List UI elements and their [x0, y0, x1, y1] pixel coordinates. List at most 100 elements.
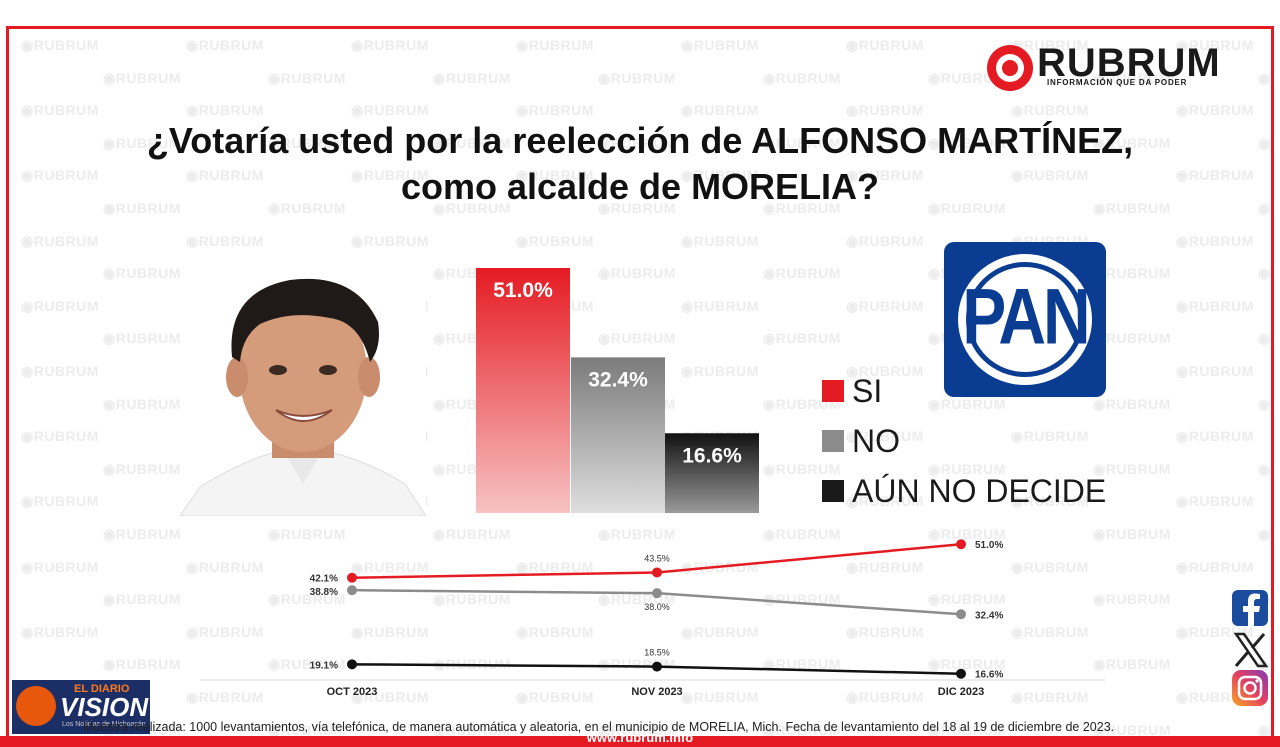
facebook-icon[interactable] [1230, 590, 1270, 631]
watermark-text: ◉RUBRUM [1176, 558, 1254, 575]
watermark-text: ◉RUBRUM [598, 656, 676, 673]
watermark-text: ◉RUBRUM [21, 363, 99, 379]
watermark-text: ◉RUBRUM [351, 37, 429, 53]
watermark-text: ◉RUBRUM [516, 363, 594, 379]
watermark-text: ◉RUBRUM [763, 526, 841, 542]
watermark-text: ◉RUBRUM [1093, 526, 1171, 542]
watermark-text: ◉RUBRUM [598, 69, 676, 86]
watermark-text: ◉RUBRUM [1258, 200, 1271, 216]
watermark-text: ◉RUBRUM [21, 623, 99, 640]
watermark-text: ◉RUBRUM [1176, 363, 1254, 379]
watermark-text: ◉RUBRUM [1176, 493, 1254, 510]
watermark-text: ◉RUBRUM [516, 623, 594, 640]
watermark-text: ◉RUBRUM [433, 265, 511, 282]
watermark-text: ◉RUBRUM [1011, 102, 1089, 119]
watermark-text: ◉RUBRUM [433, 591, 511, 608]
watermark-text: ◉RUBRUM [516, 297, 594, 314]
legend-item-si: SI [822, 366, 1106, 416]
legend-label-no: NO [852, 422, 900, 459]
watermark-text: ◉RUBRUM [598, 330, 676, 347]
pan-logo-text: PAN [962, 271, 1090, 361]
watermark-text: ◉RUBRUM [186, 37, 264, 53]
poll-question-line2: como alcalde de MORELIA? [400, 166, 880, 207]
watermark-text: ◉RUBRUM [598, 395, 676, 412]
watermark-text: ◉RUBRUM [103, 526, 181, 542]
watermark-text: ◉RUBRUM [681, 689, 759, 705]
watermark-text: ◉RUBRUM [21, 37, 99, 53]
watermark-text: ◉RUBRUM [681, 232, 759, 249]
watermark-text: ◉RUBRUM [681, 428, 759, 445]
legend-swatch-si [822, 380, 844, 402]
watermark-text: ◉RUBRUM [516, 428, 594, 445]
watermark-text: ◉RUBRUM [351, 232, 429, 249]
watermark-text: ◉RUBRUM [1176, 232, 1254, 249]
watermark-text: ◉RUBRUM [21, 428, 99, 445]
watermark-text: ◉RUBRUM [846, 623, 924, 640]
watermark-text: ◉RUBRUM [433, 330, 511, 347]
footer-bar: www.rubrum.info [0, 736, 1280, 747]
watermark-text: ◉RUBRUM [351, 102, 429, 119]
watermark-text: ◉RUBRUM [1258, 330, 1271, 347]
watermark-text: ◉RUBRUM [928, 656, 1006, 673]
watermark-text: ◉RUBRUM [763, 69, 841, 86]
watermark-text: ◉RUBRUM [516, 102, 594, 119]
watermark-text: ◉RUBRUM [846, 558, 924, 575]
watermark-text: ◉RUBRUM [268, 656, 346, 673]
watermark-text: ◉RUBRUM [351, 558, 429, 575]
watermark-text: ◉RUBRUM [846, 37, 924, 53]
watermark-text: ◉RUBRUM [598, 265, 676, 282]
watermark-text: ◉RUBRUM [186, 232, 264, 249]
rubrum-logo-icon [987, 45, 1033, 91]
legend-item-no: NO [822, 416, 1106, 466]
watermark-text: ◉RUBRUM [21, 297, 99, 314]
watermark-text: ◉RUBRUM [1176, 102, 1254, 119]
watermark-text: ◉RUBRUM [1011, 558, 1089, 575]
watermark-text: ◉RUBRUM [433, 460, 511, 477]
watermark-text: ◉RUBRUM [1176, 428, 1254, 445]
watermark-text: ◉RUBRUM [846, 102, 924, 119]
watermark-text: ◉RUBRUM [763, 656, 841, 673]
watermark-text: ◉RUBRUM [1258, 69, 1271, 86]
watermark-text: ◉RUBRUM [928, 526, 1006, 542]
watermark-text: ◉RUBRUM [1011, 689, 1089, 705]
watermark-text: ◉RUBRUM [516, 37, 594, 53]
footer-url[interactable]: www.rubrum.info [586, 736, 694, 745]
watermark-text: ◉RUBRUM [433, 526, 511, 542]
instagram-icon[interactable] [1230, 670, 1270, 711]
watermark-text: ◉RUBRUM [186, 623, 264, 640]
watermark-text: ◉RUBRUM [846, 689, 924, 705]
watermark-text: ◉RUBRUM [186, 102, 264, 119]
watermark-text: ◉RUBRUM [103, 656, 181, 673]
chart-legend: SI NO AÚN NO DECIDE [822, 366, 1106, 516]
watermark-text: ◉RUBRUM [21, 102, 99, 119]
watermark-text: ◉RUBRUM [598, 591, 676, 608]
watermark-text: ◉RUBRUM [1258, 395, 1271, 412]
watermark-text: ◉RUBRUM [681, 102, 759, 119]
watermark-text: ◉RUBRUM [103, 69, 181, 86]
watermark-text: ◉RUBRUM [1093, 591, 1171, 608]
methodology-note: Muestra realizada: 1000 levantamientos, … [83, 720, 1115, 734]
watermark-text: ◉RUBRUM [681, 623, 759, 640]
watermark-text: ◉RUBRUM [186, 689, 264, 705]
watermark-text: ◉RUBRUM [268, 526, 346, 542]
watermark-text: ◉RUBRUM [598, 460, 676, 477]
watermark-text: ◉RUBRUM [1258, 265, 1271, 282]
watermark-text: ◉RUBRUM [103, 330, 181, 347]
media-badge-line1: EL DIARIO [74, 683, 130, 695]
media-badge-icon [16, 686, 56, 726]
brand-tagline: INFORMACIÓN QUE DA PODER [1047, 78, 1188, 87]
media-badge: EL DIARIO VISION Los Noticias de Michoac… [12, 680, 150, 734]
watermark-text: ◉RUBRUM [1011, 623, 1089, 640]
watermark-text: ◉RUBRUM [846, 297, 924, 314]
x-icon[interactable] [1230, 632, 1270, 673]
watermark-text: ◉RUBRUM [103, 460, 181, 477]
watermark-text: ◉RUBRUM [433, 395, 511, 412]
candidate-photo [180, 262, 426, 516]
poll-question-line1: ¿Votaría usted por la reelección de ALFO… [146, 120, 1134, 161]
watermark-text: ◉RUBRUM [516, 558, 594, 575]
watermark-text: ◉RUBRUM [681, 558, 759, 575]
watermark-text: ◉RUBRUM [103, 265, 181, 282]
watermark-text: ◉RUBRUM [681, 363, 759, 379]
watermark-text: ◉RUBRUM [763, 591, 841, 608]
pan-party-logo: PAN [944, 242, 1106, 397]
